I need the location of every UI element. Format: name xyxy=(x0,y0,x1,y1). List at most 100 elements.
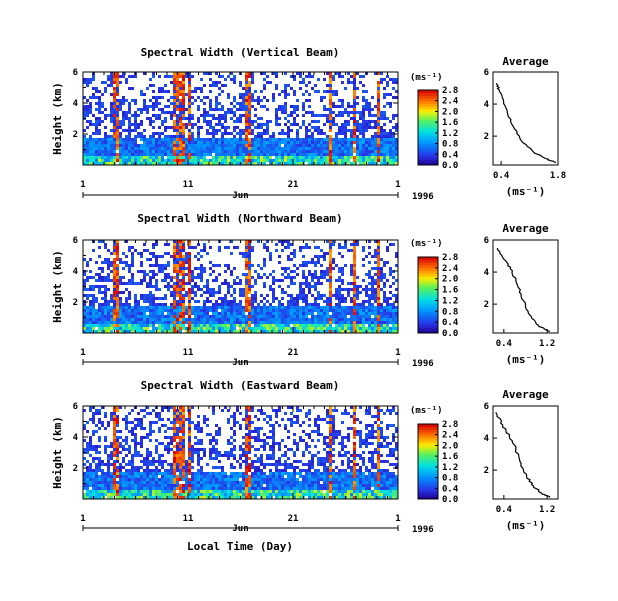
heatmap-cell xyxy=(335,93,338,96)
heatmap-cell xyxy=(275,306,278,309)
heatmap-cell xyxy=(110,463,113,466)
heatmap-cell xyxy=(173,493,176,496)
heatmap-cell xyxy=(266,129,269,132)
heatmap-cell xyxy=(104,246,107,249)
heatmap-cell xyxy=(110,120,113,123)
heatmap-cell xyxy=(176,267,179,270)
heatmap-cell xyxy=(122,102,125,105)
heatmap-cell xyxy=(167,445,170,448)
colorbar-tick-label: 2.8 xyxy=(442,253,458,263)
heatmap-cell xyxy=(95,487,98,490)
heatmap-cell xyxy=(152,255,155,258)
colorbar-segment xyxy=(418,90,438,94)
heatmap-cell xyxy=(374,147,377,150)
heatmap-cell xyxy=(176,93,179,96)
heatmap-cell xyxy=(146,436,149,439)
heatmap-cell xyxy=(146,472,149,475)
heatmap-cell xyxy=(269,120,272,123)
heatmap-cell xyxy=(368,321,371,324)
heatmap-cell xyxy=(224,321,227,324)
heatmap-cell xyxy=(386,261,389,264)
heatmap-cell xyxy=(134,493,137,496)
heatmap-cell xyxy=(146,150,149,153)
heatmap-cell xyxy=(95,424,98,427)
heatmap-cell xyxy=(389,105,392,108)
heatmap-cell xyxy=(128,282,131,285)
heatmap-cell xyxy=(161,150,164,153)
heatmap-cell xyxy=(395,321,398,324)
y-tick-label: 6 xyxy=(73,68,78,78)
heatmap-cell xyxy=(176,442,179,445)
heatmap-cell xyxy=(125,469,128,472)
heatmap-cell xyxy=(353,303,356,306)
profile-x-tick-label: 1.2 xyxy=(539,339,555,349)
heatmap-cell xyxy=(203,147,206,150)
heatmap-cell xyxy=(197,243,200,246)
heatmap-cell xyxy=(83,315,86,318)
heatmap-cell xyxy=(347,249,350,252)
heatmap-cell xyxy=(329,75,332,78)
heatmap-cell xyxy=(233,120,236,123)
heatmap-cell xyxy=(317,261,320,264)
heatmap-cell xyxy=(179,294,182,297)
heatmap-cell xyxy=(215,132,218,135)
heatmap-cell xyxy=(257,330,260,333)
heatmap-cell xyxy=(182,421,185,424)
heatmap-cell xyxy=(119,297,122,300)
heatmap-cell xyxy=(206,321,209,324)
heatmap-cell xyxy=(170,285,173,288)
heatmap-cell xyxy=(140,312,143,315)
heatmap-cell xyxy=(320,309,323,312)
heatmap-cell xyxy=(248,96,251,99)
heatmap-cell xyxy=(164,318,167,321)
heatmap-cell xyxy=(215,84,218,87)
heatmap-cell xyxy=(260,153,263,156)
colorbar-segment xyxy=(418,116,438,120)
heatmap-cell xyxy=(278,156,281,159)
heatmap-cell xyxy=(128,150,131,153)
heatmap-cell xyxy=(125,448,128,451)
heatmap-cell xyxy=(119,481,122,484)
heatmap-cell xyxy=(251,312,254,315)
heatmap-cell xyxy=(281,243,284,246)
heatmap-cell xyxy=(164,267,167,270)
heatmap-cell xyxy=(200,279,203,282)
heatmap-cell xyxy=(122,267,125,270)
heatmap-cell xyxy=(122,129,125,132)
heatmap-cell xyxy=(332,150,335,153)
heatmap-cell xyxy=(86,120,89,123)
heatmap-cell xyxy=(173,436,176,439)
heatmap-cell xyxy=(98,99,101,102)
heatmap-cell xyxy=(299,285,302,288)
heatmap-cell xyxy=(317,159,320,162)
heatmap-cell xyxy=(245,318,248,321)
heatmap-cell xyxy=(86,312,89,315)
heatmap-cell xyxy=(149,312,152,315)
heatmap-cell xyxy=(344,111,347,114)
heatmap-cell xyxy=(257,141,260,144)
heatmap-cell xyxy=(272,159,275,162)
heatmap-cell xyxy=(347,81,350,84)
heatmap-cell xyxy=(140,279,143,282)
heatmap-cell xyxy=(116,114,119,117)
heatmap-cell xyxy=(299,162,302,165)
heatmap-cell xyxy=(158,153,161,156)
heatmap-cell xyxy=(314,276,317,279)
heatmap-cell xyxy=(134,123,137,126)
heatmap-cell xyxy=(296,159,299,162)
heatmap-cell xyxy=(89,150,92,153)
heatmap-cell xyxy=(119,108,122,111)
heatmap-cell xyxy=(86,490,89,493)
heatmap-cell xyxy=(284,330,287,333)
heatmap-cell xyxy=(350,273,353,276)
heatmap-cell xyxy=(188,96,191,99)
heatmap-cell xyxy=(323,141,326,144)
heatmap-cell xyxy=(353,132,356,135)
heatmap-cell xyxy=(182,433,185,436)
heatmap-cell xyxy=(140,306,143,309)
heatmap-cell xyxy=(311,306,314,309)
heatmap-cell xyxy=(116,153,119,156)
heatmap-cell xyxy=(326,327,329,330)
heatmap-cell xyxy=(377,273,380,276)
heatmap-cell xyxy=(260,138,263,141)
